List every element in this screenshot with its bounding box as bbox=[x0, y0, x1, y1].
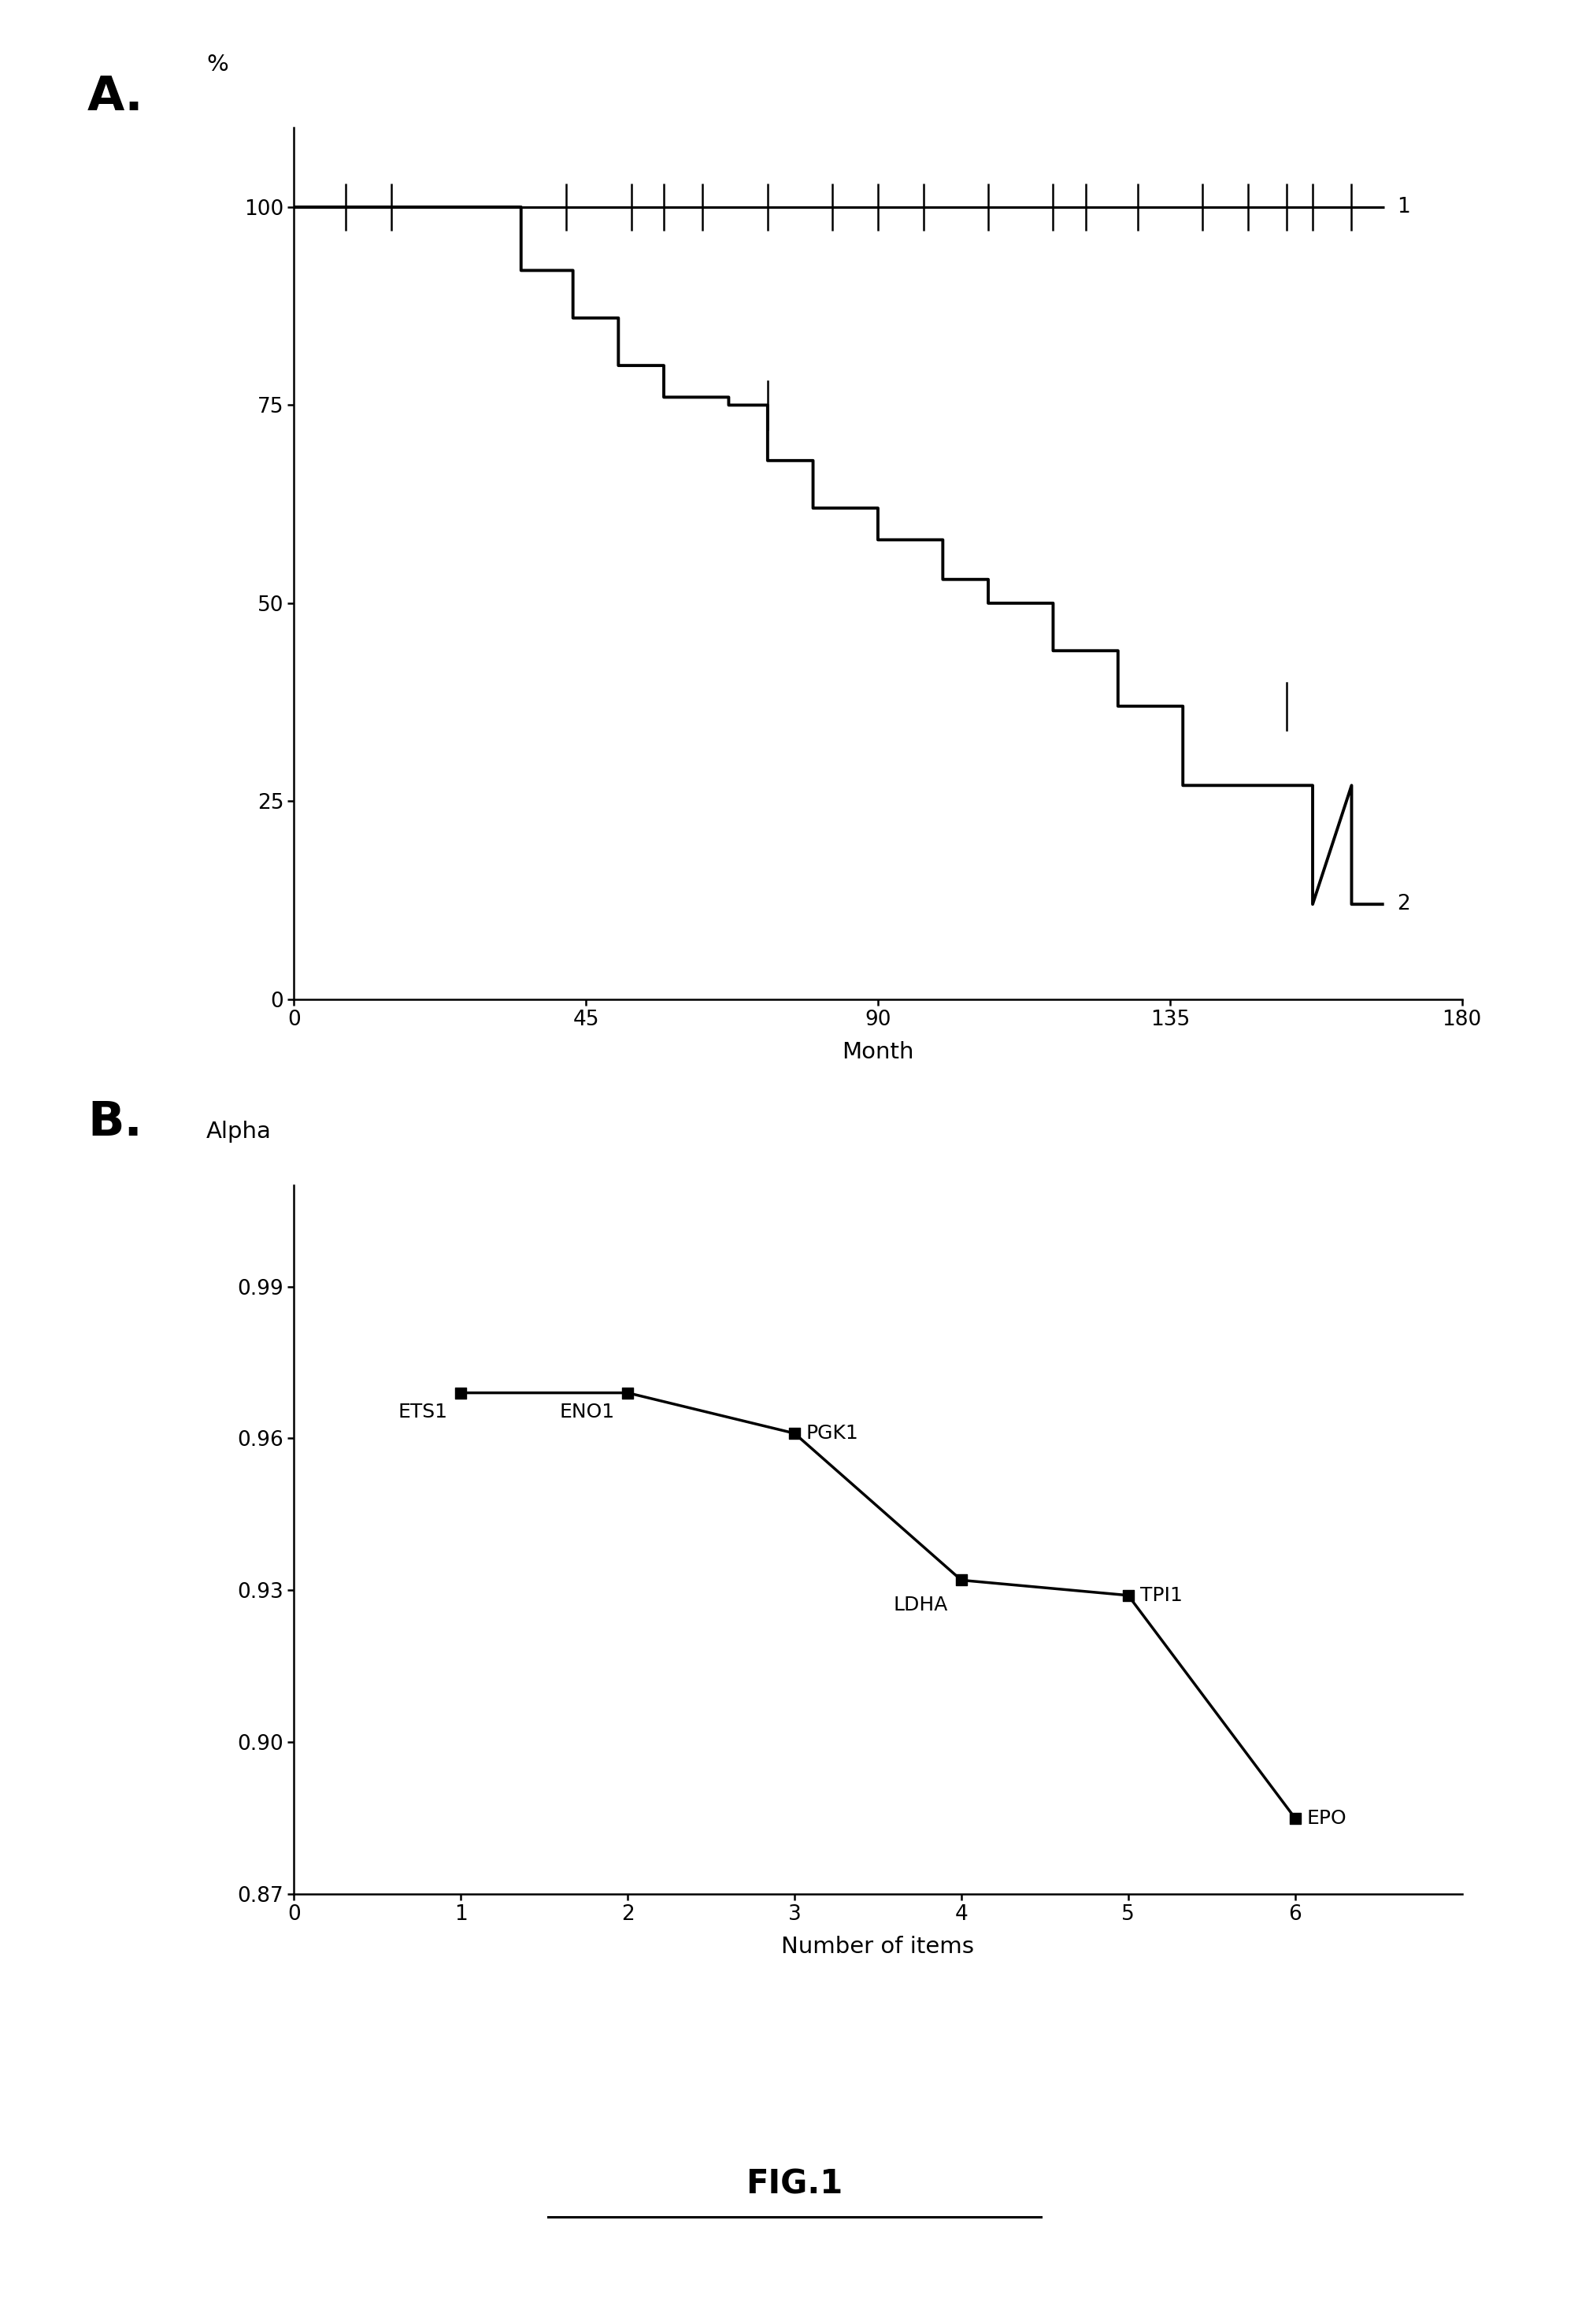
Text: LDHA: LDHA bbox=[893, 1594, 949, 1615]
Point bbox=[1282, 1799, 1308, 1836]
Text: TPI1: TPI1 bbox=[1139, 1585, 1182, 1606]
X-axis label: Number of items: Number of items bbox=[782, 1936, 974, 1957]
Point bbox=[949, 1562, 974, 1599]
Text: B.: B. bbox=[87, 1099, 143, 1146]
Point bbox=[615, 1373, 640, 1411]
Text: EPO: EPO bbox=[1306, 1808, 1346, 1827]
Point bbox=[448, 1373, 474, 1411]
Text: %: % bbox=[207, 53, 229, 74]
Point bbox=[1115, 1576, 1141, 1613]
Text: A.: A. bbox=[87, 74, 143, 121]
Text: ENO1: ENO1 bbox=[559, 1404, 615, 1422]
Text: Alpha: Alpha bbox=[207, 1120, 272, 1143]
Text: 2: 2 bbox=[1397, 895, 1409, 913]
X-axis label: Month: Month bbox=[842, 1041, 914, 1062]
Text: 1: 1 bbox=[1397, 198, 1409, 216]
Text: FIG.1: FIG.1 bbox=[745, 2168, 844, 2201]
Text: PGK1: PGK1 bbox=[806, 1425, 858, 1443]
Text: ETS1: ETS1 bbox=[397, 1404, 448, 1422]
Point bbox=[782, 1415, 807, 1452]
